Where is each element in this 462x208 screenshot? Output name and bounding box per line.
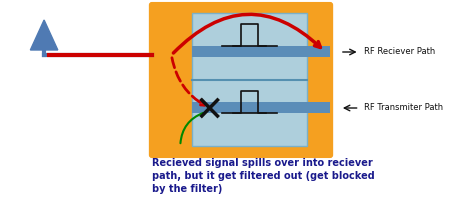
Text: RF Reciever Path: RF Reciever Path bbox=[365, 47, 436, 57]
Bar bbox=[192, 13, 307, 146]
Text: Recieved signal spills over into reciever
path, but it get filtered out (get blo: Recieved signal spills over into recieve… bbox=[152, 158, 375, 194]
Text: RF Transmiter Path: RF Transmiter Path bbox=[365, 104, 444, 113]
Polygon shape bbox=[30, 20, 58, 50]
FancyBboxPatch shape bbox=[150, 3, 332, 157]
Bar bbox=[192, 102, 330, 113]
Bar bbox=[192, 46, 330, 57]
